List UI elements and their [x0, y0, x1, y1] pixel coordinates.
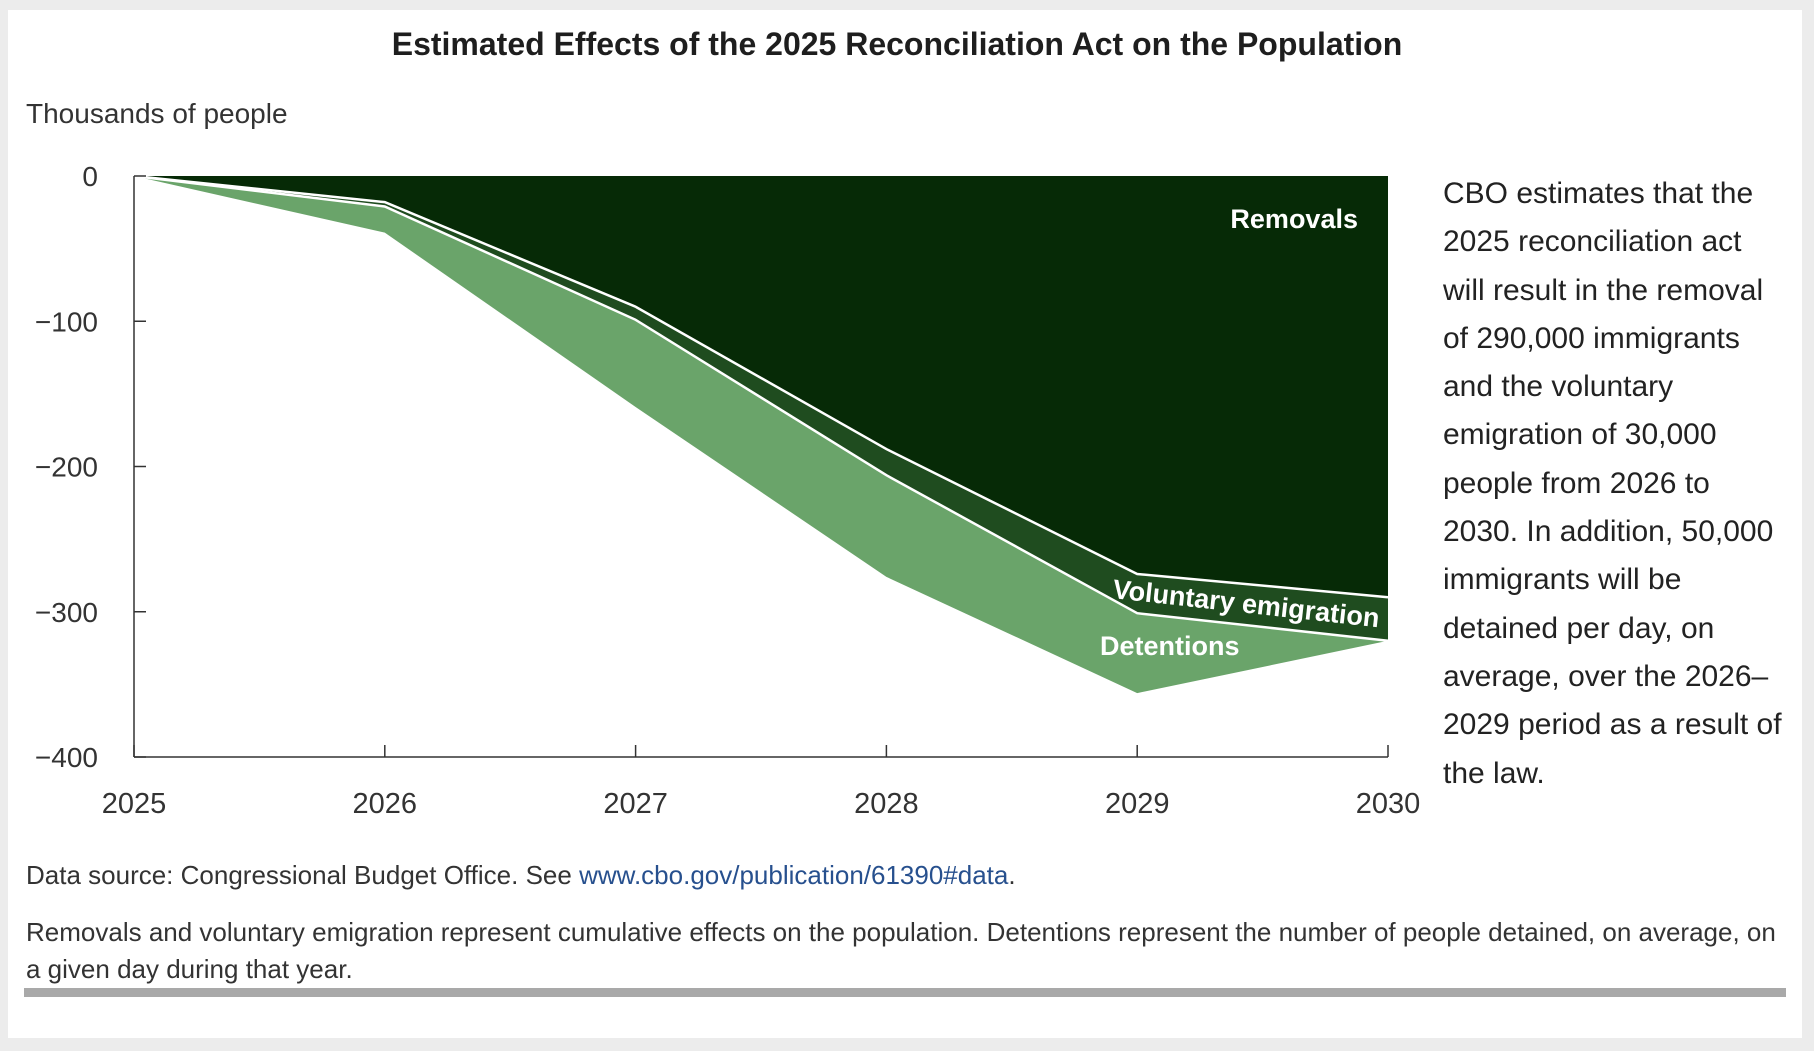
voluntary-emigration-boundary-line: [133, 174, 1389, 643]
y-tick-label: −400: [35, 742, 98, 773]
source-link[interactable]: www.cbo.gov/publication/61390#data: [579, 860, 1009, 890]
data-source: Data source: Congressional Budget Office…: [26, 860, 1016, 891]
x-tick-label: 2027: [603, 788, 668, 820]
x-tick-label: 2030: [1356, 788, 1421, 820]
y-axis-label: Thousands of people: [26, 98, 288, 129]
y-tick-label: −200: [35, 452, 98, 483]
y-tick-label: −300: [35, 597, 98, 628]
chart-footnote: Removals and voluntary emigration repres…: [26, 917, 1776, 984]
removals-area: [134, 176, 1388, 598]
chart-title: Estimated Effects of the 2025 Reconcilia…: [391, 26, 1403, 62]
removals-label: Removals: [1230, 204, 1358, 234]
x-tick-label: 2028: [854, 788, 919, 820]
source-text: Data source: Congressional Budget Office…: [26, 860, 580, 890]
source-suffix: .: [1008, 860, 1016, 890]
detentions-label: Detentions: [1100, 631, 1240, 661]
x-tick-label: 2029: [1105, 788, 1170, 820]
bottom-rule: [24, 988, 1786, 997]
removals-boundary-line: [133, 174, 1389, 599]
detentions-area: [134, 176, 1388, 694]
x-tick-label: 2025: [102, 788, 167, 820]
y-tick-label: 0: [82, 161, 98, 192]
x-tick-label: 2026: [353, 788, 418, 820]
side-note: CBO estimates that the 2025 reconciliati…: [1443, 177, 1782, 790]
voluntary-emigration-area: [134, 176, 1388, 641]
y-tick-label: −100: [35, 306, 98, 337]
